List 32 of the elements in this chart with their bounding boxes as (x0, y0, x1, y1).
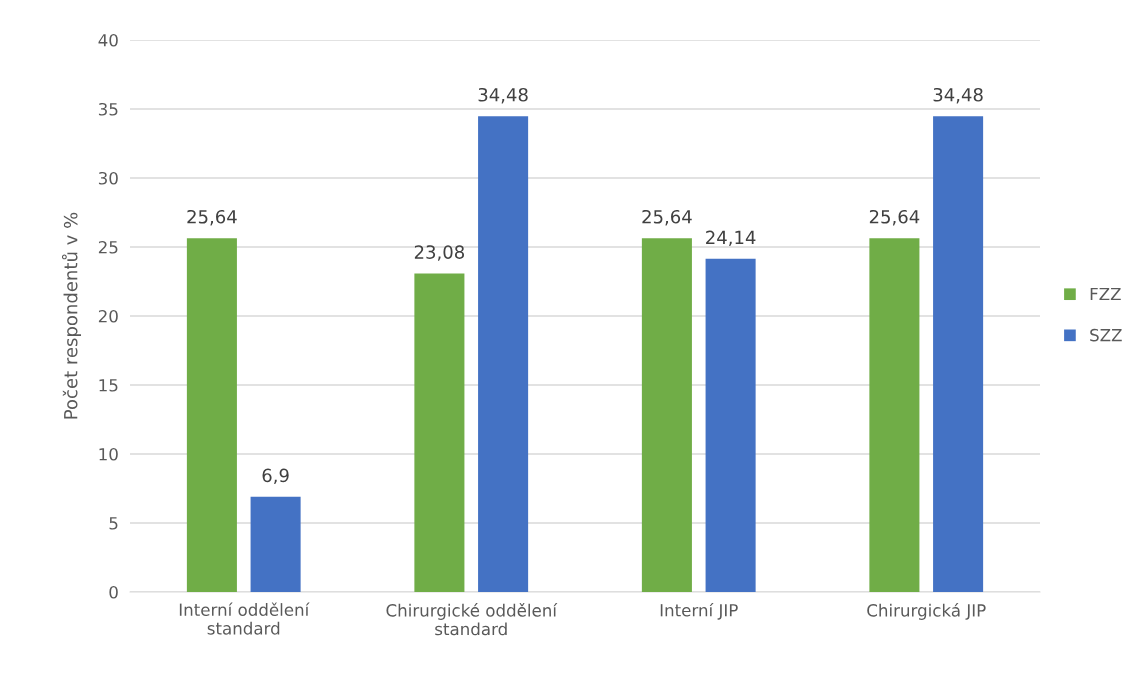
bar (186, 238, 237, 592)
y-tick-label: 25 (98, 240, 118, 254)
bar (414, 273, 465, 592)
x-tick-label: Chirurgická JIP (867, 603, 986, 620)
data-label: 25,64 (187, 209, 237, 226)
x-tick-label: Interní JIP (660, 602, 738, 620)
legend-label: FZZ (1090, 287, 1121, 301)
y-axis-title: Počet respondentů v % (61, 212, 82, 419)
data-label: 34,48 (478, 87, 528, 104)
legend-label: SZZ (1090, 328, 1122, 342)
bar (933, 116, 984, 592)
bar (705, 258, 756, 592)
bar (478, 116, 529, 592)
bar (641, 238, 692, 592)
data-label: 25,64 (642, 209, 692, 226)
data-label: 23,08 (414, 245, 465, 261)
bar (869, 238, 920, 592)
y-tick-label: 15 (99, 379, 118, 392)
y-tick-label: 5 (109, 517, 118, 530)
data-label: 34,48 (933, 87, 983, 104)
data-label: 24,14 (706, 230, 756, 247)
y-tick-label: 10 (99, 447, 118, 461)
x-tick-label: Interní oddělení standard (179, 602, 310, 635)
y-tick-label: 30 (98, 171, 118, 185)
y-tick-label: 20 (98, 309, 118, 323)
bar (250, 496, 301, 592)
data-label: 25,64 (869, 209, 920, 226)
data-label: 6,9 (262, 468, 289, 485)
y-tick-label: 35 (98, 102, 118, 116)
y-tick-label: 40 (98, 33, 118, 47)
y-tick-label: 0 (109, 585, 118, 599)
x-tick-label: Chirurgické oddělení standard (386, 603, 558, 636)
